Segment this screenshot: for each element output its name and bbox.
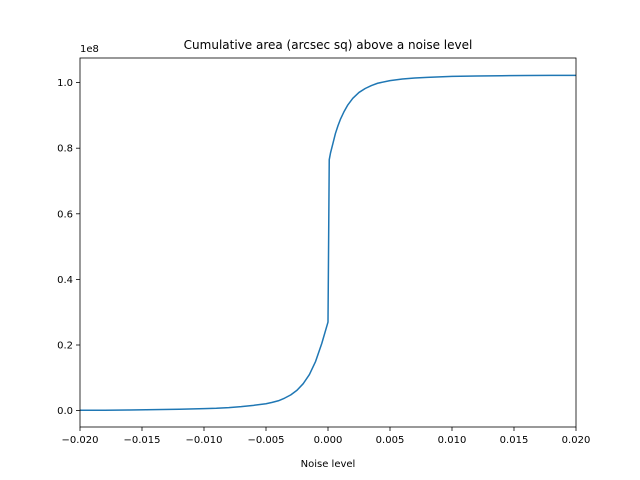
y-tick-label: 0.4 xyxy=(57,275,73,286)
y-tick-label: 1.0 xyxy=(57,78,73,89)
y-offset-label: 1e8 xyxy=(80,44,99,55)
x-tick-label: −0.005 xyxy=(247,435,284,446)
x-tick-label: −0.020 xyxy=(61,435,98,446)
x-tick-label: −0.010 xyxy=(185,435,222,446)
x-tick-label: −0.015 xyxy=(123,435,160,446)
axes: −0.020 −0.015 −0.010 −0.005 0.000 0.005 0.010 0… xyxy=(57,57,591,446)
x-tick-label: 0.000 xyxy=(314,435,343,446)
plot-area xyxy=(80,74,576,412)
chart-title: Cumulative area (arcsec sq) above a nois… xyxy=(184,38,473,52)
x-axis-label: Noise level xyxy=(301,459,356,470)
x-tick-label: 0.010 xyxy=(438,435,467,446)
x-tick-label: 0.015 xyxy=(500,435,529,446)
x-tick-label: 0.005 xyxy=(376,435,405,446)
x-tick-label: 0.020 xyxy=(562,435,591,446)
y-tick-label: 0.6 xyxy=(57,209,73,220)
y-tick-label: 0.2 xyxy=(57,341,73,352)
series-line-0 xyxy=(80,74,576,412)
y-tick-label: 0.8 xyxy=(57,144,73,155)
y-tick-label: 0.0 xyxy=(57,406,73,417)
